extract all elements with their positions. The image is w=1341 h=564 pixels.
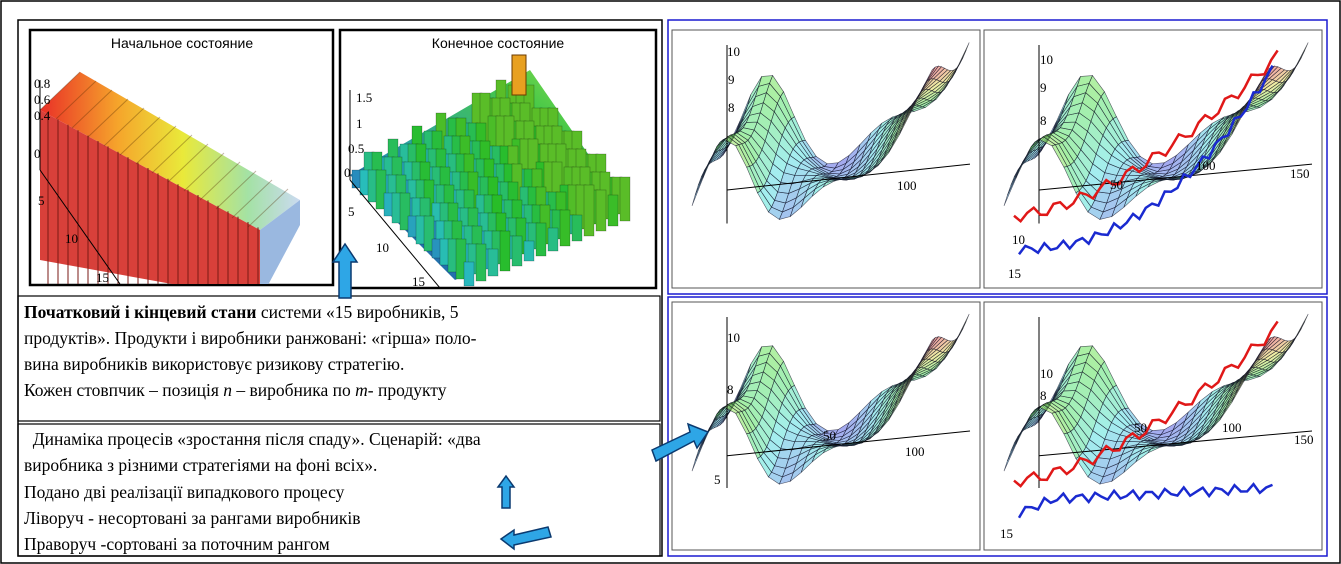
caption-text: m (355, 380, 368, 400)
tick-label: 15 (1008, 266, 1021, 281)
surface-cell (1293, 314, 1308, 343)
tick-label: 10 (727, 44, 740, 59)
panel-title: Начальное состояние (111, 35, 253, 51)
bar-cell (500, 231, 510, 271)
caption-line: вина виробників використовує ризикову ст… (24, 354, 404, 374)
bar-cell (536, 223, 546, 256)
tick-label: 10 (1040, 366, 1053, 381)
caption-bold: Початковий і кінцевий стани (24, 302, 256, 322)
tick-label: 150 (1290, 166, 1310, 181)
bar-cell (608, 195, 618, 226)
trajectory (1019, 484, 1273, 518)
tick-label: 100 (1196, 158, 1216, 173)
surface (692, 42, 970, 223)
tick-label: 8 (1040, 388, 1047, 403)
surface-cell (955, 314, 969, 343)
caption-line: Кожен стовпчик – позиція n – виробника п… (24, 380, 447, 400)
bar-peak (512, 55, 526, 95)
caption-line: Ліворуч - несортовані за рангами виробни… (24, 508, 361, 528)
caption-line: Початковий і кінцевий стани системи «15 … (24, 302, 459, 322)
slide: 0.80.60.4 0 5 10 15 1.5 1 0.5 0 5 10 15 10 9 8 100 10 9 8 5… (0, 0, 1341, 564)
tick-label: 100 (897, 178, 917, 193)
caption-line: Динаміка процесів «зростання після спаду… (24, 429, 481, 449)
tick-label: 0.4 (34, 108, 51, 123)
tick-label: 150 (1294, 432, 1314, 447)
tick-label: 8 (728, 100, 735, 115)
caption-text: n (223, 380, 232, 400)
tick-label: 9 (1040, 80, 1047, 95)
tick-label: 5 (348, 204, 355, 219)
surface (1004, 42, 1312, 254)
tick-label: 10 (727, 330, 740, 345)
caption-text: - продукту (368, 380, 447, 400)
tick-label: 10 (1040, 52, 1053, 67)
tick-label: 8 (727, 382, 734, 397)
tick-label: 0 (34, 146, 41, 161)
tick-label: 50 (1110, 177, 1123, 192)
bar-cell (512, 236, 522, 266)
tick-label: 1 (356, 116, 363, 131)
bar-cell (572, 215, 582, 241)
caption-line: продуктів». Продукти і виробники ранжова… (24, 328, 477, 348)
surface (1004, 314, 1312, 518)
bar-cell (596, 190, 606, 231)
arrow-up (333, 244, 357, 298)
tick-label: 0.8 (34, 76, 50, 91)
tick-label: 9 (728, 72, 735, 87)
bar-cell (464, 262, 474, 286)
tick-label: 15 (96, 270, 109, 285)
tick-label: 10 (376, 240, 389, 255)
tick-label: 15 (412, 274, 425, 289)
tick-label: 50 (823, 428, 836, 443)
panel-title: Конечное состояние (432, 35, 565, 51)
tick-label: 100 (1222, 420, 1242, 435)
arrow-left (501, 527, 551, 549)
caption-text: системи «15 виробників, 5 (256, 302, 458, 322)
tick-label: 10 (1012, 232, 1025, 247)
bar-cell (560, 210, 570, 246)
tick-label: 1.5 (356, 90, 372, 105)
caption-line: виробника з різними стратегіями на фоні … (24, 455, 377, 475)
bars-final (350, 55, 630, 288)
bar-cell (476, 244, 486, 281)
bar-cell (524, 241, 534, 261)
surface-cell (955, 42, 969, 72)
bar-cell (584, 185, 594, 236)
tick-label: 50 (1134, 420, 1147, 435)
bar-cell (548, 228, 558, 251)
tick-label: 100 (905, 444, 925, 459)
tick-label: 0.6 (34, 92, 51, 107)
surface-cell (1293, 42, 1308, 72)
tick-label: 8 (1040, 113, 1047, 128)
caption-text: – виробника по (232, 380, 355, 400)
tick-label: 15 (1000, 526, 1013, 541)
tick-label: 0 (344, 165, 351, 180)
tick-label: 5 (38, 193, 45, 208)
tick-label: 10 (65, 231, 78, 246)
bar-cell (488, 249, 498, 276)
arrow-up (498, 476, 514, 508)
caption-text: Кожен стовпчик – позиція (24, 380, 223, 400)
tick-label: 0.5 (348, 141, 364, 156)
caption-line: Подано дві реалізації випадкового процес… (24, 482, 345, 502)
tick-label: 5 (714, 472, 721, 487)
caption-line: Праворуч -сортовані за поточним рангом (24, 534, 330, 554)
bar-cell (620, 177, 630, 221)
bars-initial (40, 72, 300, 300)
